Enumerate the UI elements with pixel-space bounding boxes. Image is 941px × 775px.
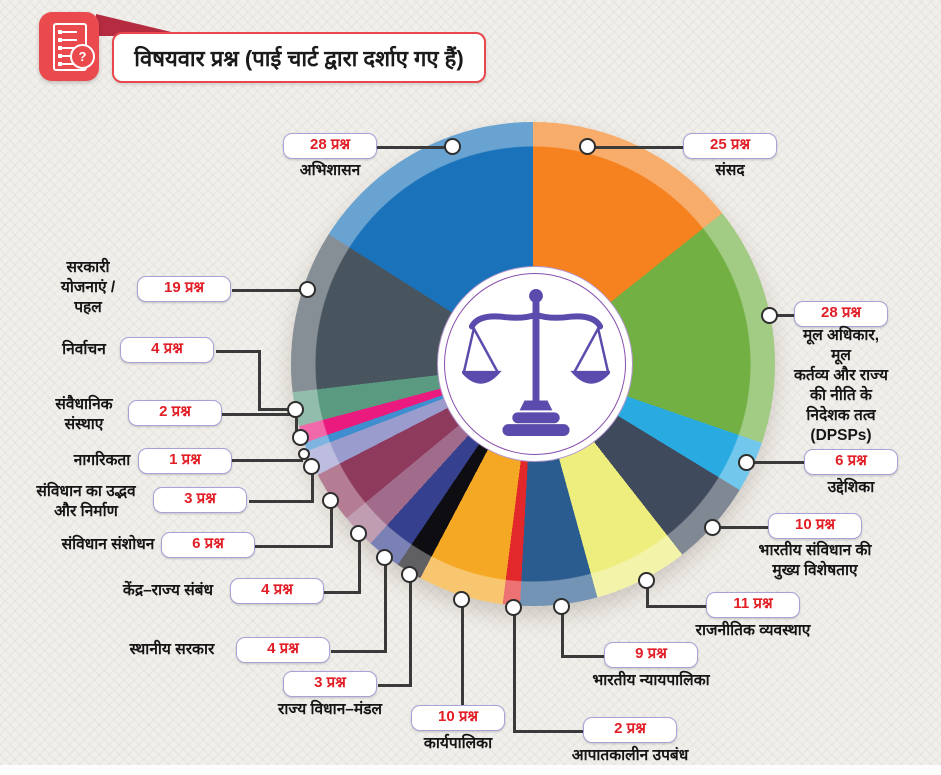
- slice-dot: [760, 306, 778, 324]
- page-title-text: विषयवार प्रश्न (पाई चार्ट द्वारा दर्शाए …: [134, 45, 464, 71]
- slice-dot: [375, 548, 393, 566]
- scales-of-justice-icon: [462, 289, 610, 437]
- topic-label: अभिशासन: [299, 162, 361, 179]
- question-count-badge: 19 प्रश्न: [137, 276, 231, 302]
- topic-label: संविधान का उद्भव और निर्माण: [36, 483, 136, 520]
- question-count-badge: 10 प्रश्न: [411, 705, 505, 731]
- slice-dot: [349, 524, 367, 542]
- topic-label: संविधान संशोधन: [61, 536, 155, 553]
- question-count-badge: 3 प्रश्न: [283, 671, 377, 697]
- pie-chart: [291, 122, 775, 606]
- question-count-badge: 2 प्रश्न: [128, 400, 222, 426]
- topic-label: राज्य विधान–मंडल: [278, 701, 382, 718]
- topic-label: स्थानीय सरकार: [129, 641, 215, 658]
- slice-dot: [737, 453, 755, 471]
- connector-line: [258, 408, 295, 411]
- connector-line: [322, 591, 361, 594]
- connector-line: [461, 599, 464, 710]
- page-title: विषयवार प्रश्न (पाई चार्ट द्वारा दर्शाए …: [112, 32, 486, 83]
- connector-line: [646, 605, 711, 608]
- question-count-badge: 4 प्रश्न: [230, 578, 324, 604]
- slice-dot: [298, 448, 310, 460]
- topic-label: उद्देशिका: [827, 479, 875, 496]
- connector-line: [376, 146, 455, 149]
- topic-label: नागरिकता: [73, 452, 131, 469]
- question-count-badge: 4 प्रश्न: [236, 637, 330, 663]
- topic-label: राजनीतिक व्यवस्थाए: [695, 622, 811, 639]
- slice-dot: [302, 457, 320, 475]
- question-count-badge: 3 प्रश्न: [153, 487, 247, 513]
- question-count-badge: 11 प्रश्न: [706, 592, 800, 618]
- connector-line: [230, 459, 303, 462]
- connector-line: [561, 606, 564, 658]
- slice-dot: [578, 137, 596, 155]
- topic-label: केंद्र–राज्य संबंध: [122, 582, 214, 599]
- topic-label: भारतीय संविधान की मुख्य विशेषताए: [758, 542, 872, 579]
- question-count-badge: 25 प्रश्न: [683, 133, 777, 159]
- connector-line: [712, 526, 773, 529]
- slice-dot: [298, 280, 316, 298]
- connector-line: [587, 146, 686, 149]
- center-medallion: [437, 266, 633, 462]
- connector-line: [253, 545, 333, 548]
- question-count-badge: 9 प्रश्न: [604, 642, 698, 668]
- topic-label: संवैधानिक संस्थाए: [55, 396, 113, 433]
- question-count-badge: 6 प्रश्न: [804, 449, 898, 475]
- question-count-badge: 1 प्रश्न: [138, 448, 232, 474]
- slice-dot: [286, 400, 304, 418]
- slice-dot: [452, 590, 470, 608]
- connector-line: [330, 500, 333, 548]
- question-count-badge: 4 प्रश्न: [120, 337, 214, 363]
- question-mark-icon: ?: [70, 44, 95, 69]
- slice-dot: [443, 137, 461, 155]
- connector-line: [222, 413, 298, 416]
- topic-label: संसद: [715, 162, 745, 179]
- slice-dot: [703, 518, 721, 536]
- topic-label: कार्यपालिका: [423, 735, 493, 752]
- connector-line: [646, 580, 649, 608]
- slice-dot: [637, 571, 655, 589]
- connector-line: [358, 533, 361, 594]
- connector-line: [378, 684, 412, 687]
- connector-line: [331, 650, 387, 653]
- slice-dot: [552, 597, 570, 615]
- connector-line: [258, 350, 261, 411]
- topic-label: आपातकालीन उपबंध: [571, 747, 689, 764]
- topic-label: मूल अधिकार, मूल कर्तव्य और राज्य की नीति…: [793, 327, 889, 444]
- topic-label: निर्वाचन: [62, 341, 106, 358]
- connector-line: [384, 557, 387, 653]
- slice-dot: [321, 491, 339, 509]
- connector-line: [216, 350, 261, 353]
- slice-dot: [504, 598, 522, 616]
- connector-line: [249, 500, 314, 503]
- topic-label: सरकारी योजनाएं / पहल: [60, 259, 116, 316]
- question-count-badge: 2 प्रश्न: [583, 717, 677, 743]
- question-count-badge: 28 प्रश्न: [794, 301, 888, 327]
- document-question-icon: ?: [39, 12, 99, 81]
- connector-line: [311, 466, 314, 503]
- connector-line: [561, 655, 609, 658]
- connector-line: [409, 574, 412, 687]
- question-count-badge: 6 प्रश्न: [161, 532, 255, 558]
- question-count-badge: 28 प्रश्न: [283, 133, 377, 159]
- connector-line: [746, 461, 809, 464]
- slice-dot: [400, 565, 418, 583]
- topic-label: भारतीय न्यायपालिका: [592, 672, 710, 689]
- connector-line: [513, 607, 516, 733]
- question-count-badge: 10 प्रश्न: [768, 513, 862, 539]
- bottom-margin-strip: [0, 765, 941, 775]
- connector-line: [769, 314, 799, 317]
- slice-dot: [291, 428, 309, 446]
- connector-line: [513, 730, 588, 733]
- connector-line: [295, 413, 298, 437]
- connector-line: [232, 289, 310, 292]
